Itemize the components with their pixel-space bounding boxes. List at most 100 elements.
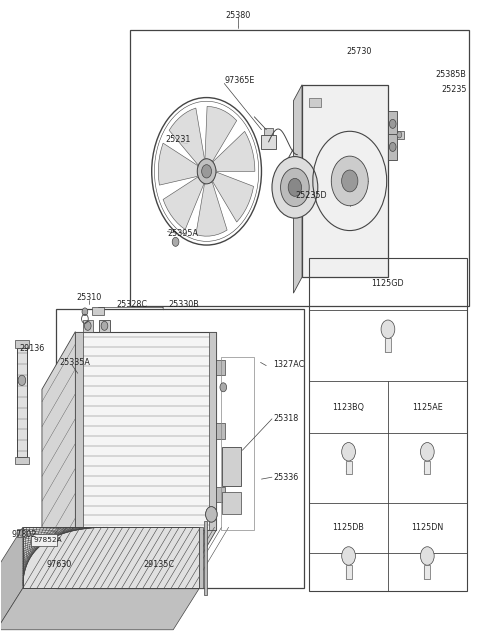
Bar [209, 332, 216, 531]
Polygon shape [345, 158, 348, 171]
Bar [216, 487, 225, 502]
Bar [388, 111, 397, 137]
Polygon shape [293, 85, 302, 293]
Polygon shape [0, 588, 199, 630]
Circle shape [272, 156, 318, 218]
Polygon shape [339, 190, 346, 202]
Circle shape [205, 507, 217, 522]
Bar [17, 348, 27, 457]
Bar [424, 565, 431, 578]
Circle shape [342, 442, 356, 461]
Circle shape [331, 156, 368, 205]
Polygon shape [358, 174, 367, 179]
Text: 25335A: 25335A [60, 358, 91, 367]
Circle shape [197, 159, 216, 184]
Text: 97630: 97630 [46, 560, 72, 569]
Polygon shape [332, 183, 342, 188]
Text: 29136: 29136 [20, 345, 45, 354]
Bar [221, 357, 254, 531]
Polygon shape [357, 186, 365, 194]
Polygon shape [334, 167, 343, 176]
Circle shape [389, 119, 396, 128]
Text: 25318: 25318 [274, 414, 299, 423]
Polygon shape [353, 160, 360, 172]
Polygon shape [169, 108, 204, 165]
Circle shape [205, 507, 217, 522]
Bar [385, 339, 391, 352]
Bar [92, 307, 104, 315]
Circle shape [172, 238, 179, 247]
Text: 25328C: 25328C [116, 300, 147, 309]
Circle shape [82, 308, 88, 316]
Polygon shape [0, 527, 23, 630]
Bar [204, 521, 207, 594]
Text: 97852A: 97852A [34, 537, 62, 543]
Bar [264, 128, 274, 135]
Circle shape [281, 168, 309, 207]
Bar [222, 492, 241, 515]
Circle shape [101, 321, 108, 330]
Bar [216, 360, 225, 375]
Bar [424, 461, 431, 475]
Circle shape [19, 530, 24, 536]
Text: 25380: 25380 [225, 11, 250, 20]
Polygon shape [42, 332, 75, 588]
Circle shape [420, 442, 434, 461]
Bar [75, 332, 83, 531]
Text: 25330B: 25330B [168, 300, 199, 309]
Bar [130, 30, 469, 306]
Text: 1327AC: 1327AC [274, 360, 305, 369]
Bar [75, 332, 216, 531]
Text: 97365E: 97365E [225, 77, 255, 86]
Bar [346, 461, 352, 475]
Bar [83, 320, 93, 332]
Text: 25235: 25235 [441, 86, 467, 95]
Text: 25730: 25730 [347, 47, 372, 56]
Bar [309, 98, 321, 107]
Polygon shape [163, 177, 204, 229]
Circle shape [389, 142, 396, 151]
Circle shape [208, 510, 215, 519]
Text: 97802: 97802 [12, 531, 37, 540]
Text: 1125GD: 1125GD [372, 279, 404, 289]
Circle shape [220, 383, 227, 392]
Circle shape [202, 165, 212, 178]
Bar [216, 423, 225, 439]
Bar [309, 258, 467, 591]
Text: 1125AE: 1125AE [412, 402, 443, 412]
Polygon shape [213, 172, 253, 222]
Bar [56, 309, 304, 588]
Bar [346, 565, 352, 578]
Text: 29135C: 29135C [144, 560, 174, 569]
Polygon shape [213, 131, 255, 171]
Circle shape [18, 375, 26, 386]
Text: 25310: 25310 [76, 293, 101, 302]
Bar [396, 131, 404, 138]
Circle shape [397, 131, 402, 138]
Circle shape [84, 321, 91, 330]
Polygon shape [205, 106, 237, 161]
Text: 1125DB: 1125DB [333, 524, 364, 533]
Circle shape [381, 320, 395, 339]
Text: 25336: 25336 [274, 473, 299, 482]
Polygon shape [351, 191, 355, 204]
Bar [388, 134, 397, 160]
Text: 25231: 25231 [165, 135, 191, 144]
Text: 25385B: 25385B [436, 70, 467, 79]
Circle shape [288, 178, 301, 196]
Polygon shape [42, 531, 216, 588]
Text: 25235D: 25235D [296, 191, 327, 200]
Text: 1125DN: 1125DN [411, 524, 444, 533]
Bar [262, 135, 276, 149]
Polygon shape [158, 143, 198, 185]
Bar [15, 457, 29, 464]
Bar [31, 534, 57, 546]
Bar [23, 527, 199, 588]
Bar [17, 529, 26, 537]
Circle shape [342, 547, 356, 565]
Bar [222, 447, 241, 486]
Circle shape [342, 170, 358, 192]
Bar [99, 320, 110, 332]
Text: 25395A: 25395A [168, 229, 198, 238]
Bar [15, 340, 29, 348]
